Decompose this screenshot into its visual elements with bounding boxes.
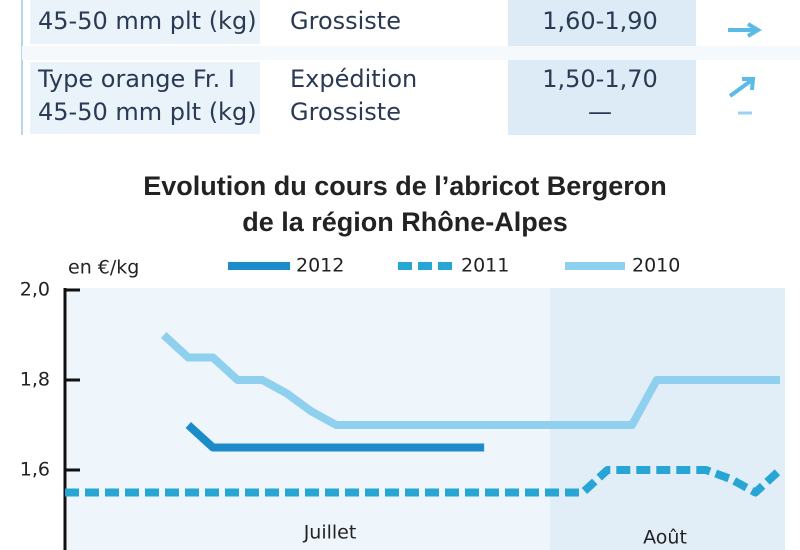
cell: — [588, 98, 612, 126]
row-gap [22, 46, 800, 60]
y-tick-label: 2,0 [20, 279, 50, 301]
cell-bg [30, 0, 260, 44]
cell: Grossiste [290, 7, 401, 35]
y-tick-label: 1,4 [20, 549, 50, 550]
month-label: Août [643, 527, 687, 549]
price-col-bg [508, 0, 696, 135]
cell: Expédition [290, 65, 417, 93]
legend-label: 2011 [461, 255, 509, 277]
trend-arrow [728, 77, 756, 98]
series-line [160, 332, 780, 429]
legend-label: 2012 [296, 255, 344, 277]
cell: 45-50 mm plt (kg) [38, 98, 257, 126]
trend-arrow [728, 22, 762, 38]
cell: Type orange Fr. I [37, 65, 235, 93]
legend-label: 2010 [632, 255, 680, 277]
cell: 1,50-1,70 [542, 65, 658, 93]
y-tick-label: 1,6 [20, 459, 50, 481]
chart-subtitle: de la région Rhône-Alpes [242, 207, 568, 237]
series-line [185, 422, 485, 452]
cell-bg [30, 62, 260, 134]
month-bg [550, 288, 785, 550]
y-label: en €/kg [68, 257, 139, 279]
cell: Grossiste [290, 98, 401, 126]
cell: 1,60-1,90 [542, 7, 658, 35]
series-line [65, 466, 783, 497]
plot: 1,4 1,6 1,8 2,0 [20, 279, 783, 550]
y-tick-label: 1,8 [20, 369, 50, 391]
cell: 45-50 mm plt (kg) [38, 7, 257, 35]
chart-title: Evolution du cours de l’abricot Bergeron [143, 171, 667, 201]
month-label: Juillet [303, 522, 357, 544]
